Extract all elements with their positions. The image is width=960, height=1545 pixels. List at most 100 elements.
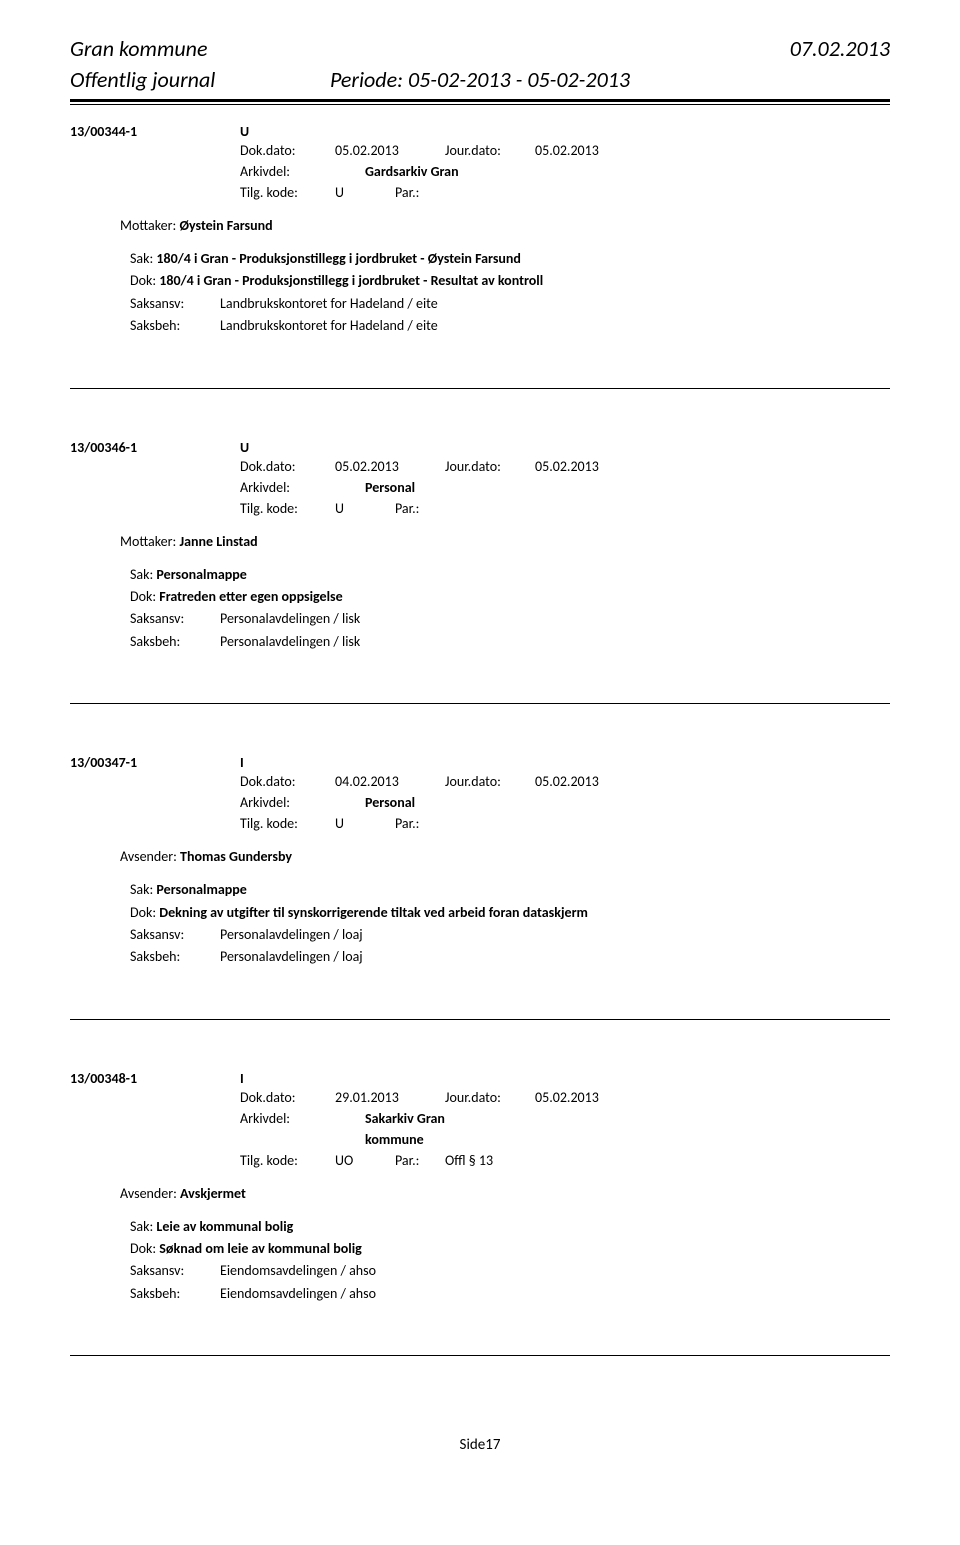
sak-value: Personalmappe bbox=[156, 564, 246, 586]
saksbeh-label: Saksbeh: bbox=[130, 631, 220, 653]
par-label: Par.: bbox=[395, 813, 445, 834]
par-label: Par.: bbox=[395, 182, 445, 203]
journal-entry: 13/00346-1 U Dok.dato: 05.02.2013 Jour.d… bbox=[70, 439, 890, 654]
arkivdel-row: Arkivdel: Sakarkiv Gran kommune bbox=[240, 1108, 890, 1150]
arkivdel-value: Gardsarkiv Gran bbox=[335, 161, 495, 182]
dok-dato-value: 05.02.2013 bbox=[335, 456, 445, 477]
saksansv-row: Saksansv: Personalavdelingen / loaj bbox=[130, 924, 890, 946]
saksbeh-value: Landbrukskontoret for Hadeland / eite bbox=[220, 315, 890, 337]
saksbeh-row: Saksbeh: Landbrukskontoret for Hadeland … bbox=[130, 315, 890, 337]
dok-row: Dok: Dekning av utgifter til synskorrige… bbox=[130, 902, 890, 924]
sak-block: Sak: Leie av kommunal bolig Dok: Søknad … bbox=[130, 1216, 890, 1306]
tilg-kode-value: U bbox=[335, 813, 395, 834]
sak-label: Sak: bbox=[130, 248, 153, 270]
party-label: Mottaker: bbox=[120, 217, 176, 234]
entry-divider bbox=[70, 1019, 890, 1020]
journal-entry: 13/00344-1 U Dok.dato: 05.02.2013 Jour.d… bbox=[70, 123, 890, 338]
sak-row: Sak: Leie av kommunal bolig bbox=[130, 1216, 890, 1238]
party-block: Avsender: Avskjermet bbox=[120, 1185, 890, 1202]
dok-dato-row: Dok.dato: 05.02.2013 Jour.dato: 05.02.20… bbox=[240, 140, 890, 161]
tilg-kode-row: Tilg. kode: U Par.: bbox=[240, 813, 890, 834]
party-value: Janne Linstad bbox=[179, 533, 257, 550]
dok-label: Dok: bbox=[130, 1238, 156, 1260]
divider-thick bbox=[70, 99, 890, 102]
arkivdel-label: Arkivdel: bbox=[240, 477, 335, 498]
jour-dato-label: Jour.dato: bbox=[445, 456, 535, 477]
dok-dato-label: Dok.dato: bbox=[240, 771, 335, 792]
arkivdel-row: Arkivdel: Gardsarkiv Gran bbox=[240, 161, 890, 182]
tilg-kode-label: Tilg. kode: bbox=[240, 182, 335, 203]
entries-container: 13/00344-1 U Dok.dato: 05.02.2013 Jour.d… bbox=[70, 123, 890, 1356]
saksbeh-value: Personalavdelingen / lisk bbox=[220, 631, 890, 653]
entry-id: 13/00344-1 bbox=[70, 123, 240, 140]
dok-label: Dok: bbox=[130, 270, 156, 292]
jour-dato-value: 05.02.2013 bbox=[535, 771, 599, 792]
dok-dato-value: 04.02.2013 bbox=[335, 771, 445, 792]
sak-label: Sak: bbox=[130, 879, 153, 901]
header-title: Gran kommune bbox=[70, 35, 208, 62]
party-label: Avsender: bbox=[120, 848, 177, 865]
sub-header-period: Periode: 05-02-2013 - 05-02-2013 bbox=[330, 66, 630, 93]
dok-dato-row: Dok.dato: 04.02.2013 Jour.dato: 05.02.20… bbox=[240, 771, 890, 792]
entry-header-row: 13/00346-1 U bbox=[70, 439, 890, 456]
entry-header-row: 13/00348-1 I bbox=[70, 1070, 890, 1087]
tilg-kode-row: Tilg. kode: U Par.: bbox=[240, 498, 890, 519]
dok-label: Dok: bbox=[130, 586, 156, 608]
saksansv-value: Personalavdelingen / lisk bbox=[220, 608, 890, 630]
dok-dato-label: Dok.dato: bbox=[240, 456, 335, 477]
party-label: Avsender: bbox=[120, 1185, 177, 1202]
dok-value: Fratreden etter egen oppsigelse bbox=[159, 586, 342, 608]
sub-header: Offentlig journal Periode: 05-02-2013 - … bbox=[70, 66, 890, 93]
saksansv-label: Saksansv: bbox=[130, 608, 220, 630]
saksansv-value: Eiendomsavdelingen / ahso bbox=[220, 1260, 890, 1282]
saksbeh-label: Saksbeh: bbox=[130, 946, 220, 968]
entry-header-row: 13/00344-1 U bbox=[70, 123, 890, 140]
entry-type: U bbox=[240, 123, 249, 140]
arkivdel-value: Sakarkiv Gran kommune bbox=[335, 1108, 495, 1150]
entry-type: I bbox=[240, 754, 244, 771]
dok-value: Dekning av utgifter til synskorrigerende… bbox=[159, 902, 588, 924]
sak-row: Sak: 180/4 i Gran - Produksjonstillegg i… bbox=[130, 248, 890, 270]
jour-dato-label: Jour.dato: bbox=[445, 1087, 535, 1108]
sak-label: Sak: bbox=[130, 1216, 153, 1238]
journal-entry: 13/00347-1 I Dok.dato: 04.02.2013 Jour.d… bbox=[70, 754, 890, 969]
sak-value: 180/4 i Gran - Produksjonstillegg i jord… bbox=[156, 248, 521, 270]
arkivdel-label: Arkivdel: bbox=[240, 792, 335, 813]
sak-block: Sak: 180/4 i Gran - Produksjonstillegg i… bbox=[130, 248, 890, 338]
saksansv-value: Landbrukskontoret for Hadeland / eite bbox=[220, 293, 890, 315]
entry-header-row: 13/00347-1 I bbox=[70, 754, 890, 771]
saksansv-label: Saksansv: bbox=[130, 1260, 220, 1282]
saksbeh-label: Saksbeh: bbox=[130, 315, 220, 337]
tilg-kode-label: Tilg. kode: bbox=[240, 813, 335, 834]
entry-type: U bbox=[240, 439, 249, 456]
sak-row: Sak: Personalmappe bbox=[130, 564, 890, 586]
dok-value: 180/4 i Gran - Produksjonstillegg i jord… bbox=[159, 270, 543, 292]
tilg-kode-label: Tilg. kode: bbox=[240, 1150, 335, 1171]
entry-type: I bbox=[240, 1070, 244, 1087]
entry-id: 13/00347-1 bbox=[70, 754, 240, 771]
saksbeh-row: Saksbeh: Eiendomsavdelingen / ahso bbox=[130, 1283, 890, 1305]
sak-label: Sak: bbox=[130, 564, 153, 586]
entry-id: 13/00348-1 bbox=[70, 1070, 240, 1087]
saksbeh-label: Saksbeh: bbox=[130, 1283, 220, 1305]
dok-row: Dok: Søknad om leie av kommunal bolig bbox=[130, 1238, 890, 1260]
entry-divider bbox=[70, 703, 890, 704]
party-value: Øystein Farsund bbox=[179, 217, 272, 234]
sak-row: Sak: Personalmappe bbox=[130, 879, 890, 901]
par-label: Par.: bbox=[395, 498, 445, 519]
saksansv-value: Personalavdelingen / loaj bbox=[220, 924, 890, 946]
party-value: Avskjermet bbox=[180, 1185, 246, 1202]
entry-divider bbox=[70, 1355, 890, 1356]
dok-label: Dok: bbox=[130, 902, 156, 924]
arkivdel-value: Personal bbox=[335, 477, 495, 498]
page-header: Gran kommune 07.02.2013 bbox=[70, 35, 890, 62]
party-block: Mottaker: Janne Linstad bbox=[120, 533, 890, 550]
saksansv-row: Saksansv: Landbrukskontoret for Hadeland… bbox=[130, 293, 890, 315]
party-block: Mottaker: Øystein Farsund bbox=[120, 217, 890, 234]
sak-block: Sak: Personalmappe Dok: Fratreden etter … bbox=[130, 564, 890, 654]
saksbeh-row: Saksbeh: Personalavdelingen / loaj bbox=[130, 946, 890, 968]
sak-value: Personalmappe bbox=[156, 879, 246, 901]
tilg-kode-value: U bbox=[335, 498, 395, 519]
jour-dato-label: Jour.dato: bbox=[445, 771, 535, 792]
entry-divider bbox=[70, 388, 890, 389]
